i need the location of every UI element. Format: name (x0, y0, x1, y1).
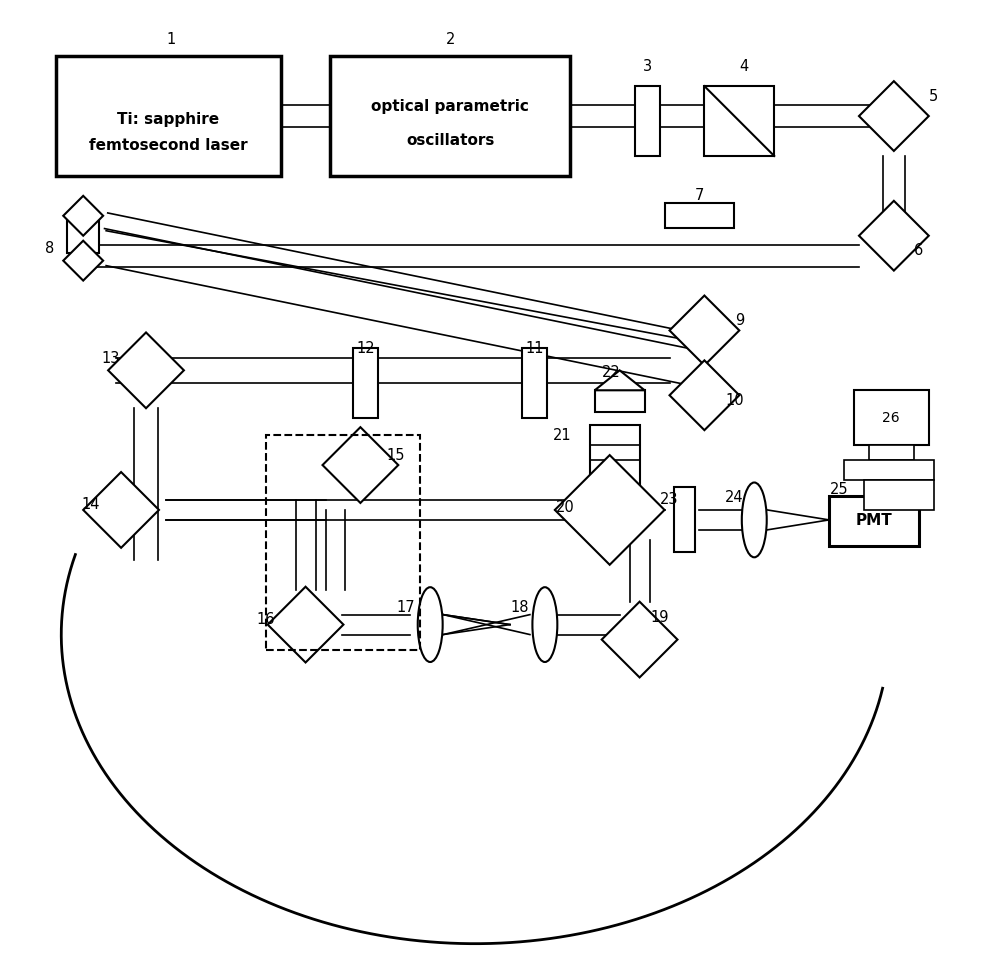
Text: 17: 17 (396, 600, 415, 615)
Polygon shape (670, 296, 739, 365)
Polygon shape (595, 370, 645, 391)
Text: 18: 18 (511, 600, 529, 615)
Polygon shape (268, 586, 343, 663)
Bar (635, 86, 660, 156)
Text: 15: 15 (386, 448, 405, 462)
Bar (854, 391, 929, 445)
Bar (665, 203, 734, 229)
Polygon shape (602, 602, 677, 677)
Bar (56, 56, 281, 176)
Text: 8: 8 (45, 241, 54, 256)
Text: 4: 4 (740, 59, 749, 74)
Text: 24: 24 (725, 490, 744, 506)
Text: 21: 21 (553, 427, 571, 443)
Bar (67, 218, 99, 253)
Polygon shape (83, 472, 159, 547)
Ellipse shape (532, 587, 557, 662)
Polygon shape (859, 81, 929, 151)
Text: 25: 25 (830, 483, 848, 497)
Polygon shape (323, 427, 398, 503)
Bar (590, 425, 640, 505)
Text: Ti: sapphire: Ti: sapphire (117, 111, 219, 127)
Text: 13: 13 (102, 351, 120, 366)
Text: 3: 3 (643, 59, 652, 74)
Bar (353, 349, 378, 419)
Polygon shape (63, 240, 103, 281)
Bar (704, 86, 774, 156)
Bar (864, 480, 934, 510)
Text: 11: 11 (526, 341, 544, 356)
Polygon shape (555, 455, 665, 565)
Polygon shape (859, 201, 929, 270)
Bar (595, 391, 645, 412)
Bar (522, 349, 547, 419)
Bar (869, 445, 914, 460)
Bar (330, 56, 570, 176)
Text: 12: 12 (356, 341, 375, 356)
Text: 20: 20 (555, 500, 574, 516)
Polygon shape (63, 196, 103, 235)
Text: 5: 5 (929, 88, 938, 104)
Text: 10: 10 (725, 392, 744, 408)
Text: 14: 14 (82, 497, 100, 513)
Bar (266, 435, 420, 649)
Text: oscillators: oscillators (406, 134, 494, 148)
Bar (829, 496, 919, 546)
Ellipse shape (742, 483, 767, 557)
Ellipse shape (418, 587, 443, 662)
Text: femtosecond laser: femtosecond laser (89, 139, 247, 153)
Text: 2: 2 (445, 32, 455, 47)
Text: 16: 16 (256, 612, 275, 627)
Text: 22: 22 (602, 364, 621, 380)
Text: 6: 6 (914, 243, 923, 258)
Text: 23: 23 (660, 492, 679, 508)
Bar (844, 460, 934, 480)
Bar (674, 487, 695, 552)
Text: PMT: PMT (856, 514, 892, 528)
Text: 26: 26 (882, 411, 900, 425)
Polygon shape (108, 332, 184, 408)
Text: 9: 9 (735, 313, 744, 328)
Text: 1: 1 (166, 32, 176, 47)
Text: 19: 19 (650, 610, 669, 625)
Text: 7: 7 (695, 188, 704, 203)
Polygon shape (670, 360, 739, 430)
Text: optical parametric: optical parametric (371, 99, 529, 113)
